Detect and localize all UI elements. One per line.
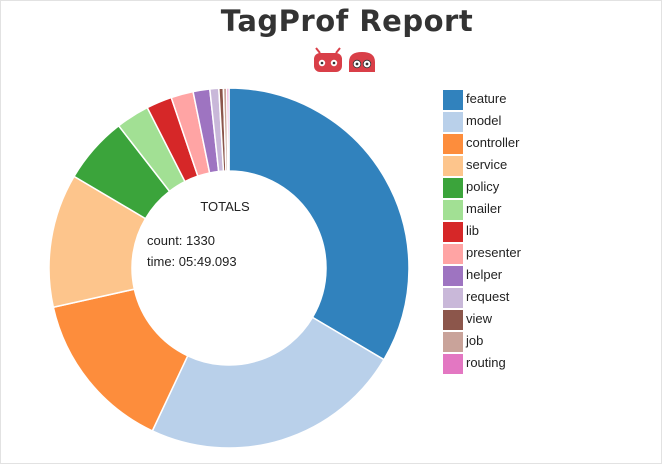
slice-feature[interactable] [228,87,410,361]
legend-swatch [443,222,463,242]
legend-swatch [443,134,463,154]
slice-routing[interactable] [225,87,230,172]
chart-title: TagProf Report [220,4,474,38]
totals-label: TOTALS [200,199,250,214]
legend-swatch [443,332,463,352]
legend-swatch [443,266,463,286]
legend-swatch [443,354,463,374]
legend-swatch [443,200,463,220]
legend-swatch [443,112,463,132]
legend-label: request [466,289,510,304]
legend-label: model [466,113,502,128]
legend-swatch [443,310,463,330]
legend-label: presenter [466,245,521,260]
legend-label: policy [466,179,500,194]
totals-count: count: 1330 [147,233,215,248]
legend-swatch [443,244,463,264]
legend-label: routing [466,355,506,370]
legend-label: service [466,157,508,172]
totals-time: time: 05:49.093 [147,254,237,269]
legend-swatch [443,156,463,176]
slice-model[interactable] [151,316,385,449]
legend-label: job [466,333,484,348]
robot-faces-icon [314,47,375,72]
legend-label: feature [466,91,507,106]
legend-label: helper [466,267,503,282]
legend-label: lib [466,223,480,238]
legend-label: mailer [466,201,502,216]
legend-label: controller [466,135,520,150]
legend-swatch [443,90,463,110]
legend-swatch [443,178,463,198]
legend-swatch [443,288,463,308]
legend-label: view [466,311,493,326]
